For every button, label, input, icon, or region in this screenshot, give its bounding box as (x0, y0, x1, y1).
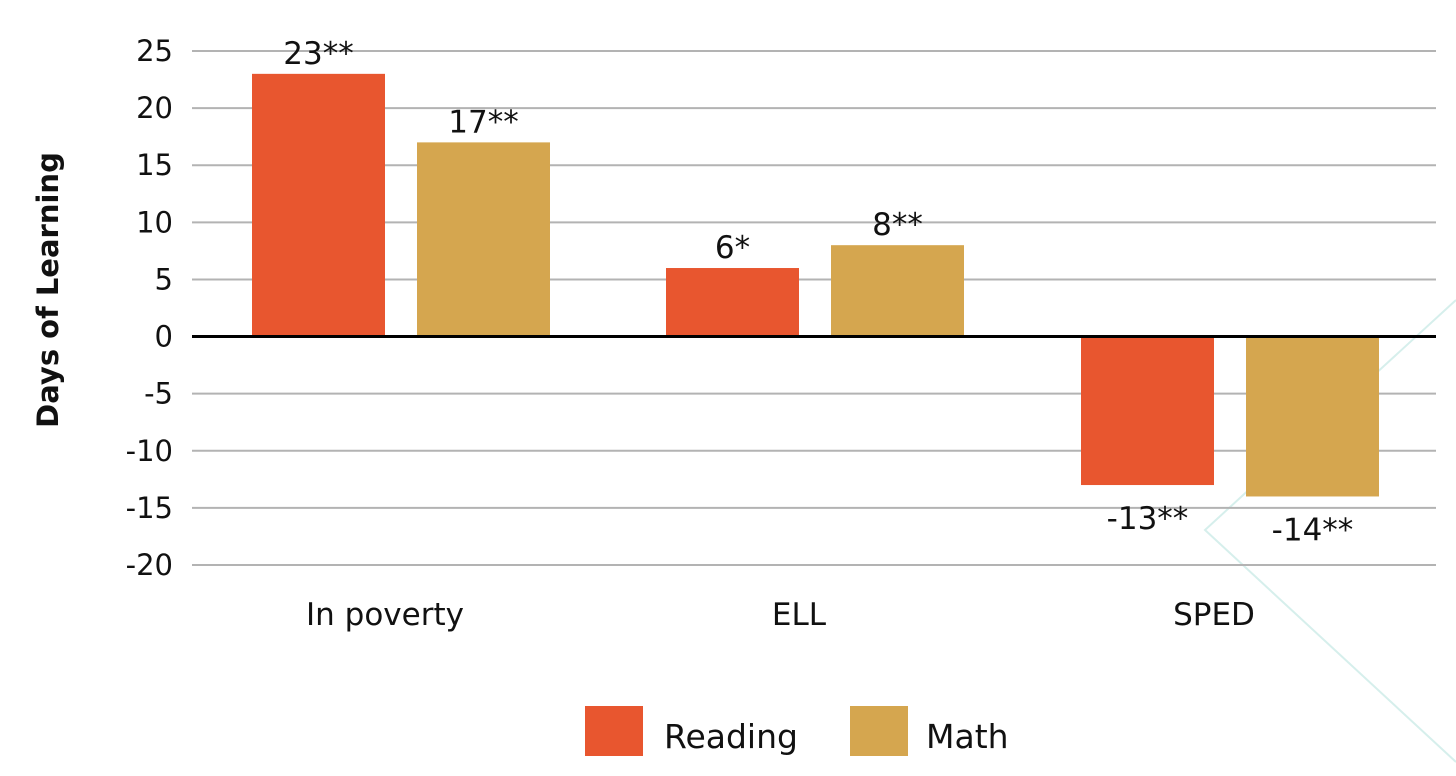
data-label: -14** (1272, 512, 1354, 548)
bar-math-3 (1246, 336, 1379, 497)
y-tick-label: 10 (136, 205, 173, 239)
data-label: 6* (715, 230, 750, 266)
bar-math-1 (417, 142, 550, 337)
y-tick-label: -20 (126, 548, 173, 582)
y-tick-label: -10 (126, 434, 173, 468)
y-tick-label: 0 (155, 320, 173, 354)
bar-reading-3 (1081, 336, 1214, 486)
gridlines (192, 50, 1436, 566)
y-tick-label: 25 (136, 34, 173, 68)
bar-math-2 (831, 245, 964, 337)
y-axis-title: Days of Learning (31, 152, 65, 428)
y-axis-ticks: 25 20 15 10 5 0 -5 -10 -15 -20 (126, 34, 173, 582)
legend-label-reading: Reading (664, 717, 798, 756)
legend-swatch-reading (585, 706, 643, 756)
x-category-label: In poverty (306, 597, 464, 633)
data-label: 23** (283, 36, 353, 72)
y-tick-label: 5 (155, 262, 173, 296)
y-tick-label: -15 (126, 491, 173, 525)
y-tick-label: 20 (136, 91, 173, 125)
data-label: 8** (872, 207, 923, 243)
data-label: 17** (448, 104, 518, 140)
bar-reading-1 (252, 73, 385, 337)
legend: Reading Math (585, 706, 1009, 756)
legend-label-math: Math (926, 717, 1009, 756)
y-tick-label: 15 (136, 148, 173, 182)
data-labels: 23** 17** 6* 8** -13** -14** (283, 36, 1353, 549)
legend-swatch-math (850, 706, 908, 756)
x-axis-categories: In poverty ELL SPED (306, 597, 1255, 633)
bars (252, 73, 1379, 497)
y-tick-label: -5 (144, 377, 173, 411)
data-label: -13** (1107, 501, 1189, 537)
x-category-label: ELL (772, 597, 827, 633)
x-category-label: SPED (1173, 597, 1255, 633)
bar-reading-2 (666, 268, 799, 337)
